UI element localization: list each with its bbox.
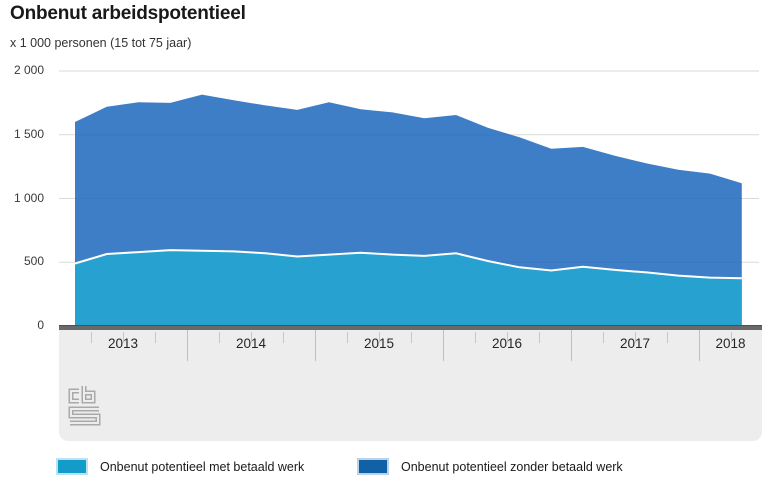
x-axis-band: 2013 2014 2015 2016 2017 2018 [59, 325, 762, 441]
quarter-tick [603, 332, 604, 343]
legend-item-met-betaald-werk[interactable]: Onbenut potentieel met betaald werk [56, 458, 304, 475]
legend-label: Onbenut potentieel zonder betaald werk [401, 459, 623, 474]
quarter-tick [347, 332, 348, 343]
stacked-area-plot[interactable] [0, 60, 768, 332]
quarter-tick [731, 332, 732, 343]
legend-swatch-light-blue [56, 458, 88, 475]
y-axis-tick-label: 1 500 [13, 126, 44, 141]
quarter-tick [635, 332, 636, 343]
chart-unit-label: x 1 000 personen (15 tot 75 jaar) [10, 36, 192, 50]
quarter-tick [667, 332, 668, 343]
year-label: 2018 [715, 336, 746, 351]
quarter-tick [91, 332, 92, 343]
y-axis-tick-label: 1 000 [13, 190, 44, 205]
quarter-tick [539, 332, 540, 343]
chart-legend: Onbenut potentieel met betaald werk Onbe… [0, 458, 768, 482]
y-axis-tick-label: 0 [37, 318, 44, 332]
quarter-tick [155, 332, 156, 343]
year-separator-tick [699, 330, 700, 361]
year-separator-tick [187, 330, 188, 361]
x-axis-line [59, 325, 762, 330]
year-label: 2014 [235, 336, 267, 351]
year-separator-tick [443, 330, 444, 361]
quarter-tick [283, 332, 284, 343]
year-label: 2013 [107, 336, 139, 351]
quarter-tick [251, 332, 252, 343]
year-label: 2016 [491, 336, 523, 351]
quarter-tick [379, 332, 380, 343]
legend-item-zonder-betaald-werk[interactable]: Onbenut potentieel zonder betaald werk [357, 458, 623, 475]
year-separator-tick [571, 330, 572, 361]
quarter-tick [219, 332, 220, 343]
year-label: 2017 [619, 336, 651, 351]
y-axis-tick-label: 500 [23, 254, 44, 268]
cbs-logo [68, 386, 101, 426]
quarter-tick [507, 332, 508, 343]
year-label: 2015 [363, 336, 395, 351]
year-separator-tick [315, 330, 316, 361]
legend-label: Onbenut potentieel met betaald werk [100, 459, 305, 474]
chart-title: Onbenut arbeidspotentieel [10, 3, 246, 24]
legend-swatch-dark-blue [357, 458, 389, 475]
quarter-tick [411, 332, 412, 343]
y-axis-tick-label: 2 000 [13, 63, 44, 77]
quarter-tick [123, 332, 124, 343]
quarter-tick [475, 332, 476, 343]
